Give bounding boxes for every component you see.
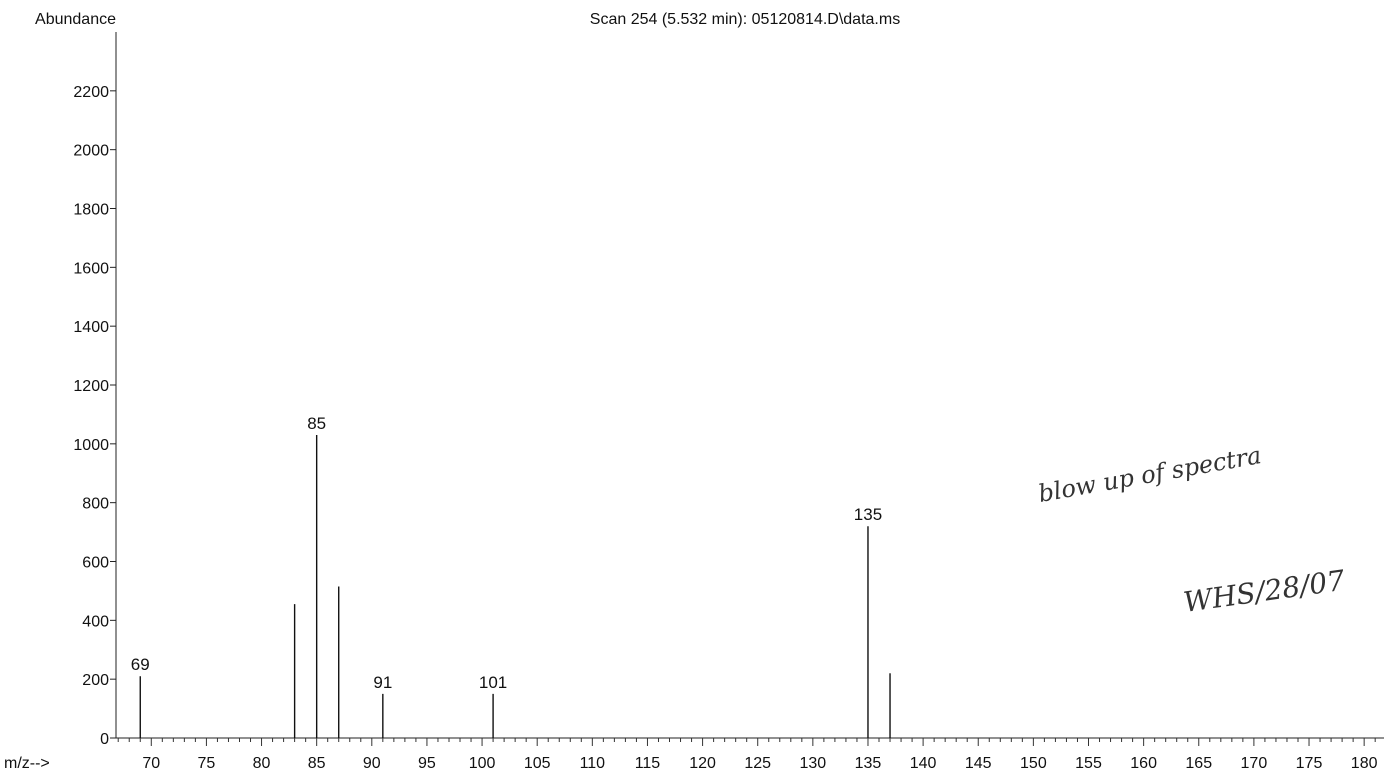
y-tick-label-1200: 1200 xyxy=(73,378,109,395)
y-tick-label-1600: 1600 xyxy=(73,260,109,277)
x-tick-label-90: 90 xyxy=(363,755,381,772)
y-tick-label-2000: 2000 xyxy=(73,143,109,160)
x-tick-label-140: 140 xyxy=(910,755,937,772)
y-tick-label-0: 0 xyxy=(100,731,109,748)
peak-label-85: 85 xyxy=(307,414,326,433)
x-tick-label-110: 110 xyxy=(580,755,606,772)
handwritten-note-blow-up: blow up of spectra xyxy=(1036,441,1263,508)
x-tick-label-85: 85 xyxy=(308,755,326,772)
x-tick-label-155: 155 xyxy=(1075,755,1102,772)
x-tick-label-180: 180 xyxy=(1351,755,1378,772)
y-tick-label-2200: 2200 xyxy=(73,84,109,101)
chart-title: Scan 254 (5.532 min): 05120814.D\data.ms xyxy=(590,11,900,28)
x-tick-label-165: 165 xyxy=(1185,755,1212,772)
handwritten-initials-date: WHS/28/07 xyxy=(1181,564,1347,619)
x-axis-label: m/z--> xyxy=(4,755,50,772)
x-tick-label-130: 130 xyxy=(799,755,826,772)
x-tick-label-95: 95 xyxy=(418,755,436,772)
x-tick-label-75: 75 xyxy=(198,755,216,772)
y-tick-label-400: 400 xyxy=(82,613,109,630)
y-tick-label-1800: 1800 xyxy=(73,202,109,219)
x-tick-label-105: 105 xyxy=(524,755,551,772)
x-tick-label-150: 150 xyxy=(1020,755,1047,772)
x-tick-label-135: 135 xyxy=(855,755,882,772)
peak-label-69: 69 xyxy=(131,655,150,674)
y-tick-label-800: 800 xyxy=(82,496,109,513)
y-axis-label: Abundance xyxy=(35,11,116,28)
y-tick-label-200: 200 xyxy=(82,672,109,689)
y-tick-label-1400: 1400 xyxy=(73,319,109,336)
x-tick-label-120: 120 xyxy=(689,755,716,772)
x-tick-label-100: 100 xyxy=(469,755,496,772)
y-tick-label-1000: 1000 xyxy=(73,437,109,454)
y-tick-label-600: 600 xyxy=(82,555,109,572)
x-tick-label-125: 125 xyxy=(744,755,771,772)
x-tick-label-70: 70 xyxy=(142,755,160,772)
x-tick-label-175: 175 xyxy=(1296,755,1323,772)
peak-label-135: 135 xyxy=(854,505,882,524)
x-tick-label-145: 145 xyxy=(965,755,992,772)
x-tick-label-80: 80 xyxy=(253,755,271,772)
x-tick-label-170: 170 xyxy=(1241,755,1268,772)
peak-label-101: 101 xyxy=(479,673,507,692)
x-tick-label-115: 115 xyxy=(635,755,661,772)
x-tick-label-160: 160 xyxy=(1130,755,1157,772)
peak-label-91: 91 xyxy=(373,673,392,692)
